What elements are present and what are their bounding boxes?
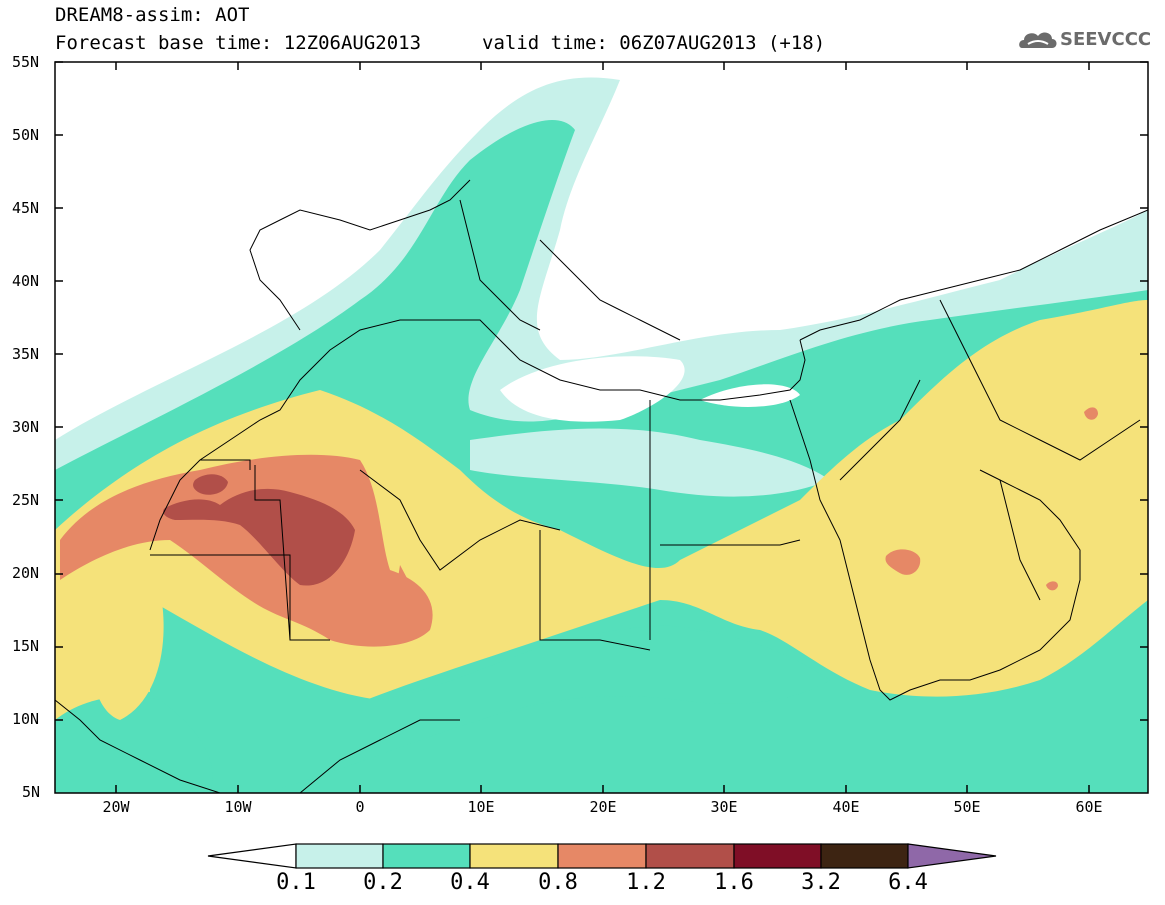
lat-ticks bbox=[55, 61, 1148, 721]
lat-label-40n: 40N bbox=[12, 272, 40, 290]
lon-label-10e: 10E bbox=[467, 798, 495, 816]
lat-label-35n: 35N bbox=[12, 345, 40, 363]
lon-label-10w: 10W bbox=[224, 798, 252, 816]
colorbar-label-0.8: 0.8 bbox=[538, 870, 578, 895]
colorbar-label-1.6: 1.6 bbox=[714, 870, 754, 895]
colorbar-swatch-1.6 bbox=[733, 843, 822, 869]
lon-ticks bbox=[115, 62, 1090, 793]
colorbar-label-0.2: 0.2 bbox=[363, 870, 403, 895]
lat-label-45n: 45N bbox=[12, 199, 40, 217]
forecast-base-time: Forecast base time: 12Z06AUG2013 bbox=[55, 32, 422, 54]
lat-label-30n: 30N bbox=[12, 418, 40, 436]
colorbar-swatch-1.2 bbox=[645, 843, 735, 869]
colorbar-label-6.4: 6.4 bbox=[888, 870, 928, 895]
colorbar-swatch-0.8 bbox=[557, 843, 647, 869]
lat-label-55n: 55N bbox=[12, 53, 40, 71]
lat-label-5n: 5N bbox=[22, 783, 41, 801]
lon-label-50e: 50E bbox=[953, 798, 981, 816]
lon-label-60e: 60E bbox=[1075, 798, 1103, 816]
aot-contour-0.8 bbox=[60, 454, 433, 647]
logo-text: SEEVCCC bbox=[1060, 29, 1152, 50]
colorbar-label-1.2: 1.2 bbox=[626, 870, 666, 895]
colorbar-label-3.2: 3.2 bbox=[801, 870, 841, 895]
lon-label-40e: 40E bbox=[832, 798, 860, 816]
colorbar-min-arrow bbox=[207, 843, 297, 869]
colorbar-label-0.4: 0.4 bbox=[450, 870, 490, 895]
lon-label-30e: 30E bbox=[710, 798, 738, 816]
colorbar-swatch-0.4 bbox=[469, 843, 559, 869]
lat-label-20n: 20N bbox=[12, 564, 40, 582]
lon-label-20e: 20E bbox=[589, 798, 617, 816]
aot-field bbox=[55, 62, 1148, 793]
lon-label-0: 0 bbox=[355, 798, 365, 816]
colorbar-max-arrow bbox=[907, 843, 997, 869]
map-title: DREAM8-assim: AOT bbox=[55, 4, 250, 26]
valid-time: valid time: 06Z07AUG2013 (+18) bbox=[482, 32, 826, 54]
lat-label-25n: 25N bbox=[12, 491, 40, 509]
aot-contour-1.2 bbox=[163, 488, 355, 586]
lat-label-10n: 10N bbox=[12, 710, 40, 728]
colorbar-swatch-3.2 bbox=[820, 843, 909, 869]
lat-label-15n: 15N bbox=[12, 637, 40, 655]
coastlines bbox=[55, 179, 1148, 793]
colorbar-label-0.1: 0.1 bbox=[276, 870, 316, 895]
lon-label-20w: 20W bbox=[102, 798, 130, 816]
cloud-logo-icon bbox=[1019, 32, 1057, 48]
colorbar-swatch-0.2 bbox=[382, 843, 471, 869]
lat-label-50n: 50N bbox=[12, 126, 40, 144]
colorbar-swatch-0.1 bbox=[295, 843, 384, 869]
colorbar bbox=[207, 843, 997, 869]
